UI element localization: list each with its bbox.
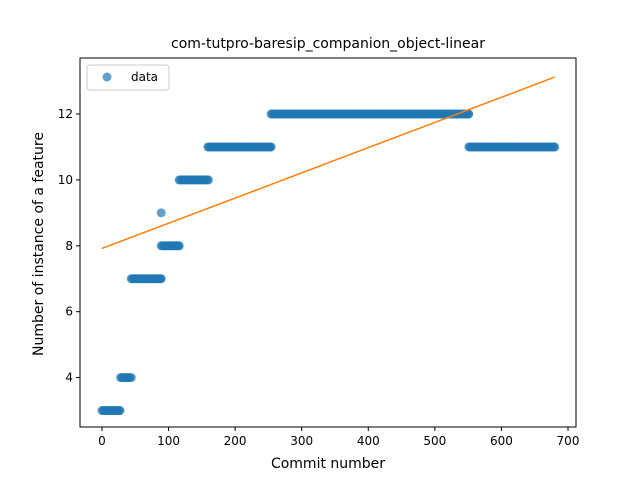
data-point <box>115 406 125 416</box>
plot-frame <box>79 57 577 428</box>
fit-line <box>101 76 555 250</box>
y-tick-label: 6 <box>65 305 73 319</box>
data-point <box>156 208 166 218</box>
data-point <box>126 373 136 383</box>
data-point <box>156 274 166 284</box>
data-point <box>266 142 276 152</box>
plot-area <box>79 57 577 428</box>
y-tick-label: 12 <box>58 107 73 121</box>
x-axis-title: Commit number <box>271 456 385 472</box>
data-point <box>203 175 213 185</box>
x-tick-label: 0 <box>98 434 106 448</box>
x-tick-label: 400 <box>357 434 380 448</box>
y-axis-title: Number of instance of a feature <box>31 132 47 356</box>
data-point <box>464 109 474 119</box>
x-tick-label: 100 <box>157 434 180 448</box>
y-tick-label: 8 <box>65 239 73 253</box>
y-tick-label: 10 <box>58 173 73 187</box>
x-axis: 0 100 200 300 400 500 600 700 <box>98 427 579 448</box>
x-tick-label: 200 <box>224 434 247 448</box>
data-point <box>174 241 184 251</box>
y-axis: 4 6 8 10 12 <box>58 107 80 385</box>
legend-label-data: data <box>131 70 158 84</box>
data-point <box>550 142 560 152</box>
legend-box <box>86 64 170 91</box>
x-tick-label: 600 <box>490 434 513 448</box>
x-tick-label: 700 <box>557 434 580 448</box>
y-tick-label: 4 <box>65 371 73 385</box>
legend-marker-data <box>102 72 112 82</box>
legend: data <box>86 64 170 91</box>
chart-title: com-tutpro-baresip_companion_object-line… <box>171 36 485 52</box>
x-tick-label: 500 <box>423 434 446 448</box>
x-tick-label: 300 <box>290 434 313 448</box>
